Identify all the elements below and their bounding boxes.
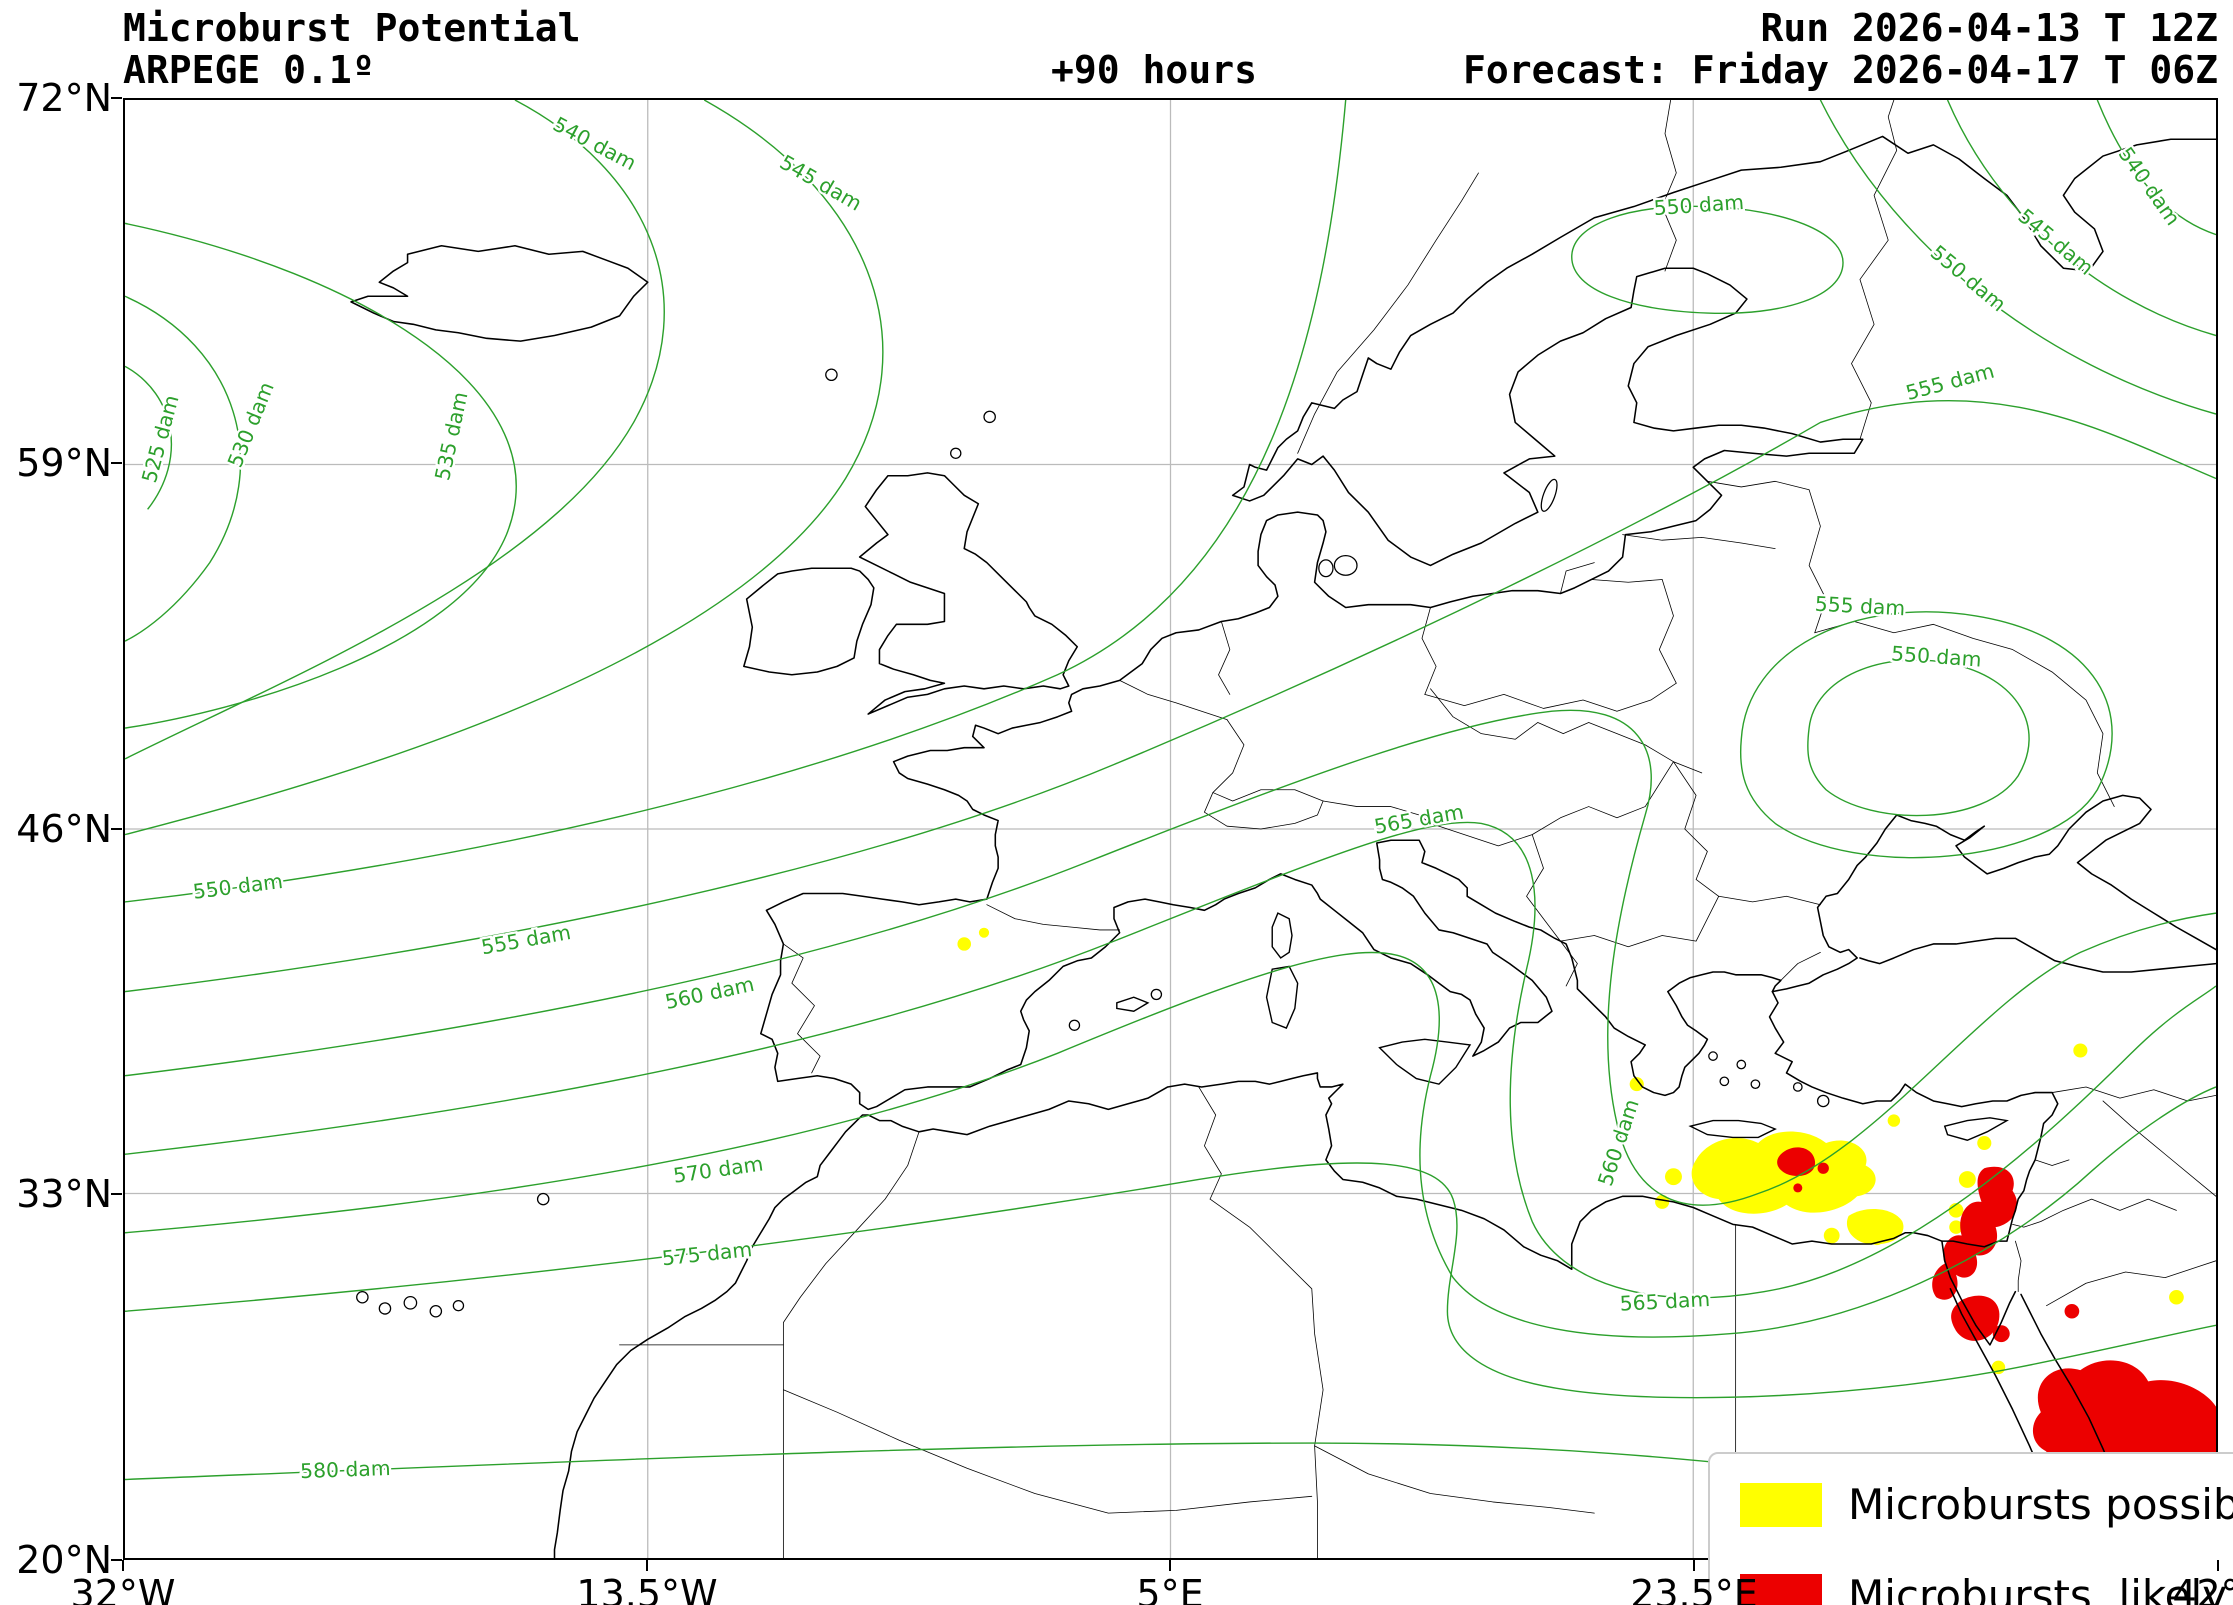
contour-label: 555 dam bbox=[479, 920, 572, 959]
contour-label: 540 dam bbox=[2114, 142, 2186, 229]
x-tick-label: 32°W bbox=[70, 1572, 176, 1605]
contour-label: 565 dam bbox=[1619, 1287, 1711, 1316]
legend-swatch bbox=[1740, 1573, 1822, 1605]
x-tick-label: 42°E bbox=[2172, 1572, 2233, 1605]
contour-label: 555 dam bbox=[1903, 359, 1997, 405]
contour-label: 550 dam bbox=[1926, 240, 2011, 316]
y-tick-mark bbox=[111, 97, 122, 99]
y-tick-label: 20°N bbox=[16, 1538, 112, 1582]
contour-label: 525 dam bbox=[137, 392, 184, 485]
contour-label: 580 dam bbox=[300, 1456, 391, 1483]
x-tick-mark bbox=[1169, 1560, 1171, 1571]
contour-label: 565 dam bbox=[1372, 800, 1465, 839]
run-label: Run 2026-04-13 T 12Z bbox=[1760, 6, 2218, 50]
chart-title: Microburst Potential bbox=[123, 6, 581, 50]
contour-label: 545 dam bbox=[776, 150, 866, 216]
contour-label: 550 dam bbox=[191, 869, 284, 904]
y-tick-mark bbox=[111, 462, 122, 464]
forecast-hour-label: +90 hours bbox=[1051, 48, 1257, 92]
legend-label: Microbursts possible bbox=[1848, 1480, 2233, 1529]
legend-swatch bbox=[1740, 1482, 1822, 1527]
legend-item: Microbursts possible bbox=[1740, 1480, 2233, 1529]
x-tick-mark bbox=[2217, 1560, 2219, 1571]
contour-label: 540 dam bbox=[549, 112, 640, 175]
contour-label: 570 dam bbox=[672, 1152, 765, 1188]
map-plot-area: 540 dam 545 dam 525 dam 530 dam 535 dam 550 d… bbox=[123, 98, 2233, 1605]
contour-label: 560 dam bbox=[663, 972, 756, 1014]
contour-label: 560 dam bbox=[1593, 1096, 1644, 1189]
contour-label: 550 dam bbox=[1653, 190, 1745, 220]
x-tick-label: 13.5°W bbox=[576, 1572, 718, 1605]
x-tick-label: 23.5°E bbox=[1630, 1572, 1758, 1605]
y-tick-label: 59°N bbox=[16, 441, 112, 485]
y-tick-mark bbox=[111, 1193, 122, 1195]
y-tick-mark bbox=[111, 1559, 122, 1561]
y-tick-label: 46°N bbox=[16, 807, 112, 851]
y-tick-mark bbox=[111, 828, 122, 830]
y-tick-label: 72°N bbox=[16, 76, 112, 120]
legend-item: Microbursts likely bbox=[1740, 1571, 2233, 1605]
model-label: ARPEGE 0.1º bbox=[123, 48, 375, 92]
contour-label: 535 dam bbox=[430, 390, 472, 483]
x-tick-mark bbox=[122, 1560, 124, 1571]
y-tick-label: 33°N bbox=[16, 1172, 112, 1216]
contour-label: 545 dam bbox=[2014, 204, 2099, 280]
contour-label: 575 dam bbox=[661, 1237, 753, 1270]
microburst-possible-layer bbox=[957, 927, 2184, 1375]
x-tick-label: 5°E bbox=[1136, 1572, 1204, 1605]
contour-label: 555 dam bbox=[1814, 592, 1906, 621]
legend: Microbursts possible Microbursts likely bbox=[1708, 1452, 2233, 1605]
forecast-valid-label: Forecast: Friday 2026-04-17 T 06Z bbox=[1463, 48, 2218, 92]
x-tick-mark bbox=[646, 1560, 648, 1571]
contour-label: 530 dam bbox=[223, 379, 279, 471]
x-tick-mark bbox=[1693, 1560, 1695, 1571]
contour-label: 550 dam bbox=[1890, 641, 1982, 671]
legend-label: Microbursts likely bbox=[1848, 1571, 2228, 1605]
